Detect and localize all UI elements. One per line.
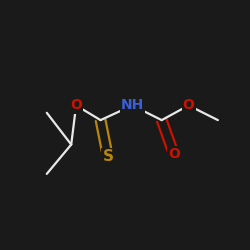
Text: NH: NH bbox=[121, 98, 144, 112]
Text: S: S bbox=[102, 149, 114, 164]
Text: O: O bbox=[182, 98, 194, 112]
Text: O: O bbox=[70, 98, 82, 112]
Text: O: O bbox=[168, 147, 180, 161]
